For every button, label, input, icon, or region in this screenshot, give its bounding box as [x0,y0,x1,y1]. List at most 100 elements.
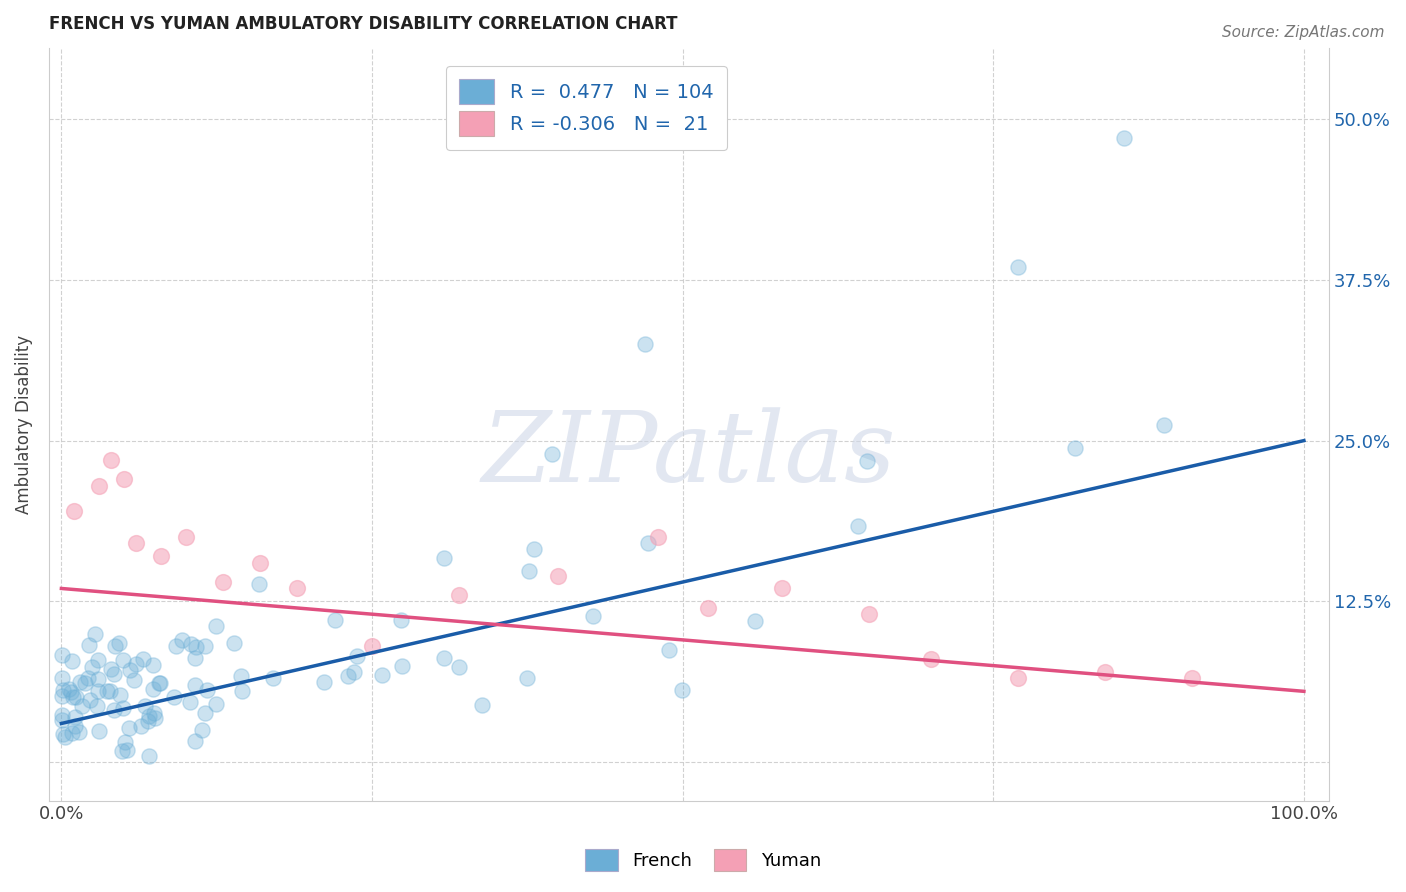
Point [170,632,193,647]
Point [184,650,207,665]
Point [100,662,122,676]
Point [231,683,253,698]
Point [107,636,129,650]
Point [165,639,187,653]
Point [205,697,228,711]
Point [517,564,540,578]
Point [194,706,217,720]
Point [163,690,186,704]
Point [346,649,368,664]
Point [143,711,166,725]
Point [53,730,76,744]
Point [112,472,135,486]
Point [60,685,83,699]
Point [89,723,111,738]
Text: Source: ZipAtlas.com: Source: ZipAtlas.com [1222,25,1385,40]
Point [67,725,90,739]
Point [125,536,148,550]
Point [1094,665,1116,679]
Point [108,689,131,703]
Point [103,667,125,681]
Point [142,657,165,672]
Point [103,703,125,717]
Point [858,607,880,622]
Point [547,568,569,582]
Point [262,671,284,685]
Point [658,642,681,657]
Point [249,556,271,570]
Point [389,613,412,627]
Point [361,640,384,654]
Point [846,519,869,533]
Point [86,698,108,713]
Point [60,654,83,668]
Point [1007,260,1029,274]
Point [84,627,107,641]
Point [51,708,73,723]
Point [229,669,252,683]
Point [149,675,172,690]
Point [180,637,202,651]
Point [212,575,235,590]
Point [60,725,83,739]
Point [391,659,413,673]
Point [100,453,122,467]
Point [73,676,96,690]
Point [671,682,693,697]
Point [191,723,214,737]
Point [540,447,562,461]
Point [122,673,145,688]
Point [142,681,165,696]
Point [80,659,103,673]
Point [51,648,73,663]
Point [184,640,207,654]
Point [65,690,87,705]
Point [115,743,138,757]
Point [343,665,366,680]
Point [63,504,86,518]
Point [1181,672,1204,686]
Point [1153,418,1175,433]
Point [696,600,718,615]
Point [87,652,110,666]
Point [138,749,160,764]
Point [634,337,657,351]
Point [51,690,73,704]
Point [516,671,538,685]
Point [744,614,766,628]
Point [51,671,73,685]
Point [1112,131,1135,145]
Point [63,709,86,723]
Point [125,657,148,671]
Point [96,683,118,698]
Point [131,652,153,666]
Point [647,530,669,544]
Point [204,618,226,632]
Point [79,692,101,706]
Y-axis label: Ambulatory Disability: Ambulatory Disability [15,335,32,514]
Point [323,613,346,627]
Point [855,454,877,468]
Point [111,744,134,758]
Point [523,541,546,556]
Point [194,639,217,653]
Point [87,672,110,686]
Point [433,551,456,566]
Point [114,735,136,749]
Point [62,690,84,704]
Point [247,576,270,591]
Point [52,726,75,740]
Point [77,671,100,685]
Point [52,683,75,698]
Text: ZIPatlas: ZIPatlas [482,407,896,502]
Legend: R =  0.477   N = 104, R = -0.306   N =  21: R = 0.477 N = 104, R = -0.306 N = 21 [446,66,727,150]
Point [174,530,197,544]
Point [51,714,73,728]
Point [118,721,141,735]
Point [118,663,141,677]
Point [58,681,80,696]
Point [149,549,172,564]
Point [184,734,207,748]
Point [136,714,159,729]
Point [433,651,456,665]
